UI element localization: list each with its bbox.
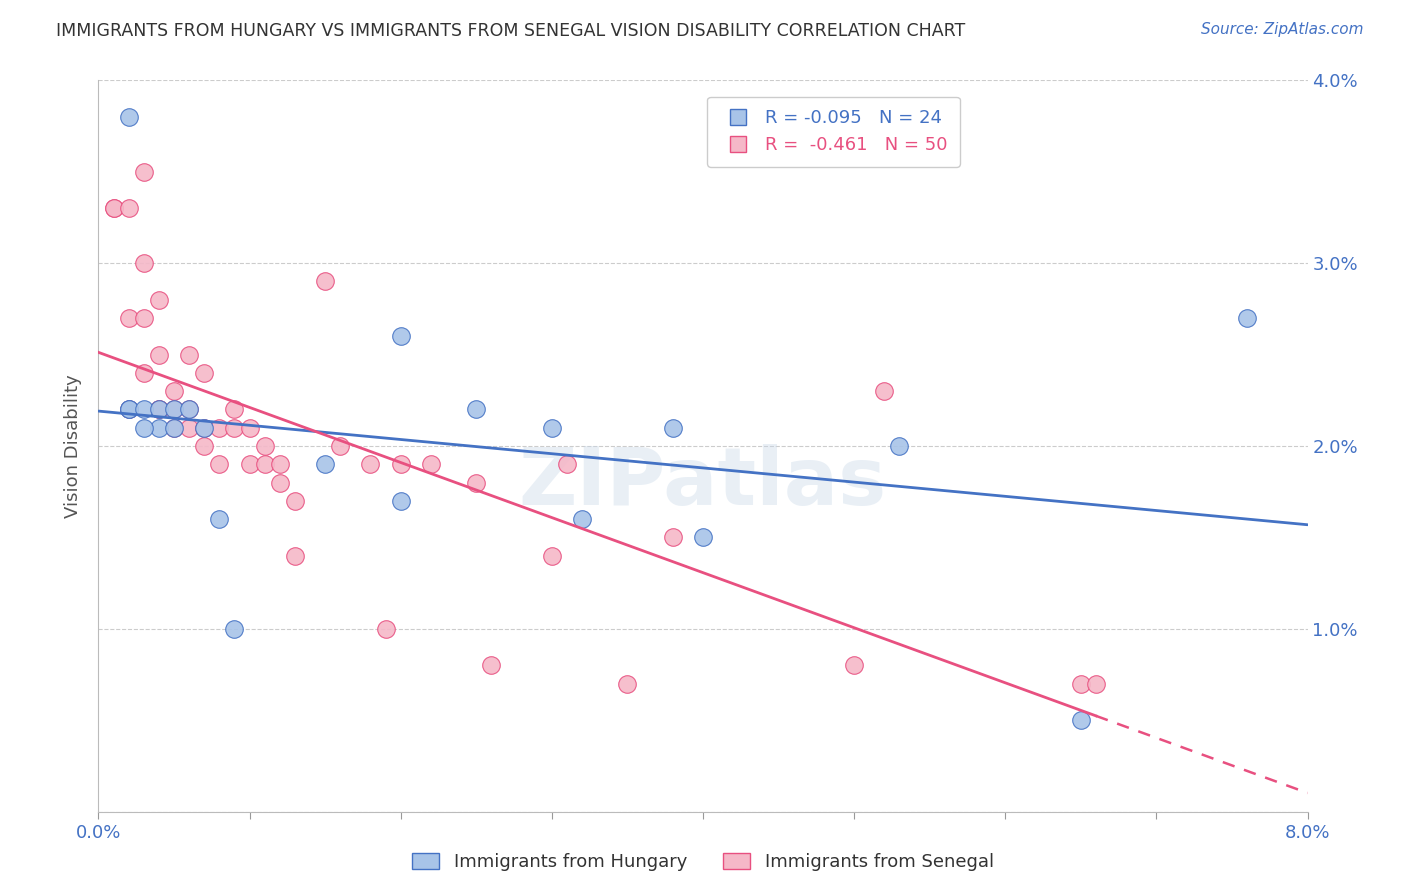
Point — [224, 622, 246, 636]
Point — [163, 402, 186, 417]
Point — [540, 421, 562, 435]
Point — [118, 402, 141, 417]
Point — [465, 402, 488, 417]
Point — [1070, 676, 1092, 690]
Point — [420, 458, 443, 472]
Point — [253, 458, 276, 472]
Point — [208, 512, 231, 526]
Point — [481, 658, 503, 673]
Point — [118, 202, 141, 216]
Point — [132, 164, 155, 178]
Point — [465, 475, 488, 490]
Point — [179, 421, 201, 435]
Point — [389, 494, 412, 508]
Point — [132, 402, 155, 417]
Point — [163, 421, 186, 435]
Point — [360, 458, 382, 472]
Point — [1236, 311, 1258, 326]
Point — [148, 402, 170, 417]
Point — [269, 458, 291, 472]
Point — [118, 311, 141, 326]
Point — [661, 530, 683, 544]
Point — [193, 366, 215, 380]
Point — [284, 549, 307, 563]
Y-axis label: Vision Disability: Vision Disability — [65, 374, 83, 518]
Point — [179, 402, 201, 417]
Text: Source: ZipAtlas.com: Source: ZipAtlas.com — [1201, 22, 1364, 37]
Point — [208, 421, 231, 435]
Point — [284, 494, 307, 508]
Point — [661, 421, 683, 435]
Point — [148, 402, 170, 417]
Point — [208, 458, 231, 472]
Point — [239, 421, 262, 435]
Legend: Immigrants from Hungary, Immigrants from Senegal: Immigrants from Hungary, Immigrants from… — [405, 846, 1001, 879]
Point — [193, 421, 215, 435]
Point — [889, 439, 911, 453]
Point — [163, 402, 186, 417]
Point — [163, 384, 186, 399]
Point — [540, 549, 562, 563]
Point — [132, 421, 155, 435]
Point — [571, 512, 593, 526]
Point — [148, 347, 170, 362]
Point — [692, 530, 714, 544]
Point — [148, 293, 170, 307]
Point — [269, 475, 291, 490]
Point — [224, 402, 246, 417]
Point — [132, 366, 155, 380]
Point — [389, 329, 412, 343]
Point — [132, 256, 155, 270]
Point — [314, 275, 336, 289]
Point — [314, 458, 336, 472]
Point — [873, 384, 896, 399]
Point — [103, 202, 125, 216]
Point — [844, 658, 866, 673]
Point — [179, 347, 201, 362]
Point — [132, 311, 155, 326]
Point — [616, 676, 638, 690]
Point — [148, 421, 170, 435]
Text: ZIPatlas: ZIPatlas — [519, 443, 887, 522]
Legend: R = -0.095   N = 24, R =  -0.461   N = 50: R = -0.095 N = 24, R = -0.461 N = 50 — [707, 96, 960, 167]
Point — [179, 402, 201, 417]
Point — [224, 421, 246, 435]
Point — [118, 402, 141, 417]
Point — [555, 458, 578, 472]
Point — [193, 421, 215, 435]
Point — [389, 458, 412, 472]
Text: IMMIGRANTS FROM HUNGARY VS IMMIGRANTS FROM SENEGAL VISION DISABILITY CORRELATION: IMMIGRANTS FROM HUNGARY VS IMMIGRANTS FR… — [56, 22, 966, 40]
Point — [118, 402, 141, 417]
Point — [193, 439, 215, 453]
Point — [103, 202, 125, 216]
Point — [374, 622, 396, 636]
Point — [148, 402, 170, 417]
Point — [118, 110, 141, 124]
Point — [1070, 714, 1092, 728]
Point — [1085, 676, 1108, 690]
Point — [239, 458, 262, 472]
Point — [253, 439, 276, 453]
Point — [329, 439, 352, 453]
Point — [163, 421, 186, 435]
